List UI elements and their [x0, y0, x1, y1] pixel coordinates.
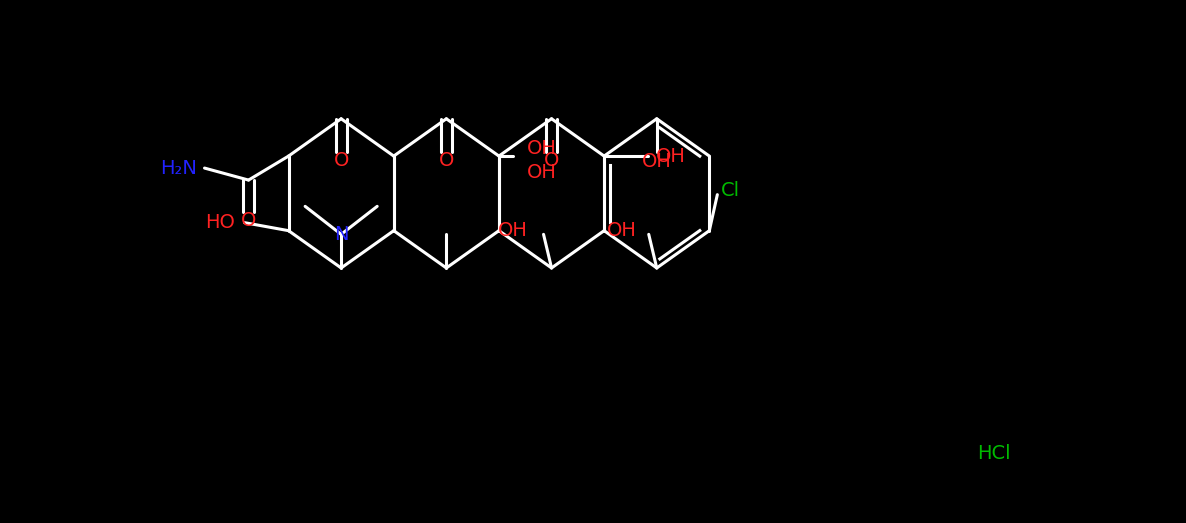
Text: O: O: [241, 211, 256, 230]
Text: HO: HO: [205, 213, 235, 232]
Text: O: O: [544, 151, 560, 170]
Text: O: O: [439, 151, 454, 170]
Text: OH: OH: [527, 163, 557, 181]
Text: O: O: [333, 151, 349, 170]
Text: HCl: HCl: [977, 444, 1010, 463]
Text: OH: OH: [607, 221, 637, 240]
Text: H₂N: H₂N: [160, 158, 197, 178]
Text: OH: OH: [498, 221, 528, 240]
Text: OH: OH: [656, 146, 686, 166]
Text: OH: OH: [642, 153, 671, 172]
Text: N: N: [334, 225, 349, 244]
Text: OH: OH: [527, 139, 557, 157]
Text: Cl: Cl: [721, 181, 740, 200]
